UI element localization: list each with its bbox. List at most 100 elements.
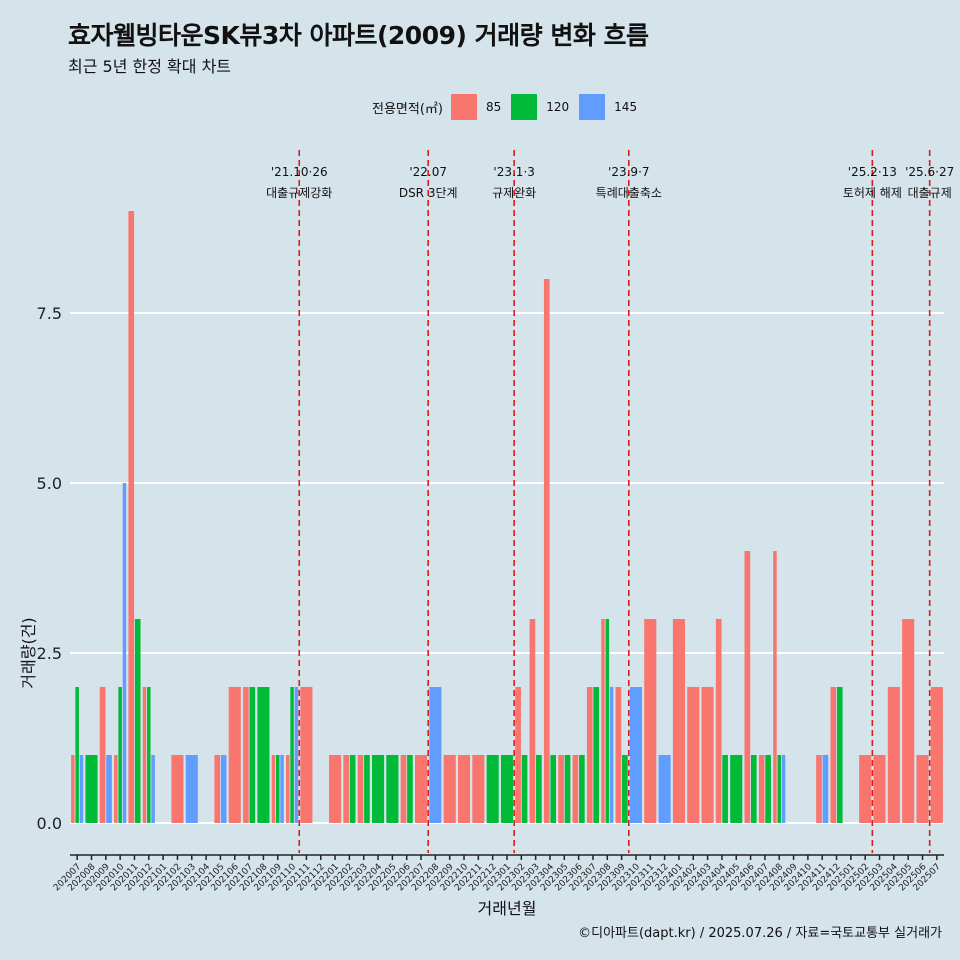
bar-85-202308 bbox=[601, 619, 605, 823]
chart-title: 효자웰빙타운SK뷰3차 아파트(2009) 거래량 변화 흐름 bbox=[68, 21, 649, 50]
bar-120-202110 bbox=[290, 687, 294, 823]
bar-145-202010 bbox=[122, 483, 127, 823]
bar-85-202211 bbox=[472, 755, 485, 823]
legend-item-120: 120 bbox=[511, 94, 569, 120]
bar-85-202305 bbox=[558, 755, 564, 823]
bar-120-202206 bbox=[407, 755, 413, 823]
legend-label-85: 85 bbox=[485, 100, 502, 114]
bar-145-202408 bbox=[781, 755, 786, 823]
bar-85-202401 bbox=[672, 619, 685, 823]
x-axis-title: 거래년월 bbox=[478, 899, 537, 918]
bar-85-202403 bbox=[701, 687, 714, 823]
bar-145-202411 bbox=[822, 755, 829, 823]
bar-120-202302 bbox=[521, 755, 528, 823]
bar-85-202506 bbox=[916, 755, 929, 823]
bar-85-202207 bbox=[414, 755, 428, 823]
bar-85-202210 bbox=[457, 755, 471, 823]
legend-swatch-145 bbox=[579, 94, 606, 120]
bar-120-202412 bbox=[836, 687, 843, 823]
y-axis-title: 거래량(건) bbox=[19, 617, 38, 688]
bar-85-202307 bbox=[586, 687, 593, 823]
bar-120-202404 bbox=[722, 755, 728, 823]
bar-145-202103 bbox=[185, 755, 198, 823]
legend-item-85: 85 bbox=[450, 94, 502, 120]
bar-85-202107 bbox=[243, 687, 249, 823]
event-date: '25.6·27 bbox=[905, 165, 954, 179]
bar-85-202111 bbox=[300, 687, 313, 823]
bar-145-202109 bbox=[280, 755, 284, 823]
bar-120-202304 bbox=[550, 755, 557, 823]
bar-120-202011 bbox=[134, 619, 141, 823]
legend-swatch-120 bbox=[511, 94, 538, 120]
bar-145-202105 bbox=[220, 755, 227, 823]
bar-120-202007 bbox=[75, 687, 79, 823]
bar-85-202201 bbox=[329, 755, 342, 823]
chart-subtitle: 최근 5년 한정 확대 차트 bbox=[68, 57, 232, 76]
bar-85-202507 bbox=[930, 687, 943, 823]
bar-120-202307 bbox=[593, 687, 600, 823]
bar-85-202102 bbox=[171, 755, 184, 823]
event-label: 대출규제강화 bbox=[266, 186, 332, 200]
bar-85-202010 bbox=[114, 755, 118, 823]
bar-85-202412 bbox=[830, 687, 837, 823]
bar-85-202503 bbox=[873, 755, 886, 823]
event-label: 규제완화 bbox=[492, 186, 536, 200]
bar-120-202010 bbox=[118, 687, 122, 823]
bar-85-202105 bbox=[214, 755, 221, 823]
bar-145-202110 bbox=[294, 687, 299, 823]
bar-85-202012 bbox=[142, 687, 147, 823]
event-label: 특례대출축소 bbox=[596, 186, 662, 200]
legend-swatch-85 bbox=[450, 94, 477, 120]
event-date: '23.9·7 bbox=[608, 165, 649, 179]
bar-85-202203 bbox=[357, 755, 364, 823]
bar-85-202109 bbox=[271, 755, 276, 823]
bar-85-202404 bbox=[715, 619, 722, 823]
y-tick-label: 7.5 bbox=[37, 304, 62, 323]
bar-120-202308 bbox=[605, 619, 610, 823]
bar-85-202504 bbox=[887, 687, 900, 823]
bar-120-202405 bbox=[730, 755, 743, 823]
bar-120-202204 bbox=[372, 755, 385, 823]
bar-145-202208 bbox=[429, 687, 442, 823]
event-date: '25.2·13 bbox=[848, 165, 897, 179]
bar-85-202505 bbox=[902, 619, 915, 823]
bar-120-202212 bbox=[486, 755, 499, 823]
bar-120-202205 bbox=[386, 755, 399, 823]
y-tick-label: 2.5 bbox=[37, 644, 62, 663]
bar-85-202110 bbox=[286, 755, 290, 823]
bar-145-202009 bbox=[106, 755, 112, 823]
bar-120-202109 bbox=[276, 755, 280, 823]
bar-120-202309 bbox=[622, 755, 628, 823]
bar-85-202202 bbox=[343, 755, 349, 823]
bar-85-202209 bbox=[443, 755, 456, 823]
legend-title: 전용면적(㎡) bbox=[372, 101, 443, 117]
bar-145-202007 bbox=[79, 755, 84, 823]
bar-120-202008 bbox=[85, 755, 98, 823]
bar-85-202303 bbox=[529, 619, 536, 823]
bar-85-202406 bbox=[744, 551, 751, 823]
bar-120-202301 bbox=[500, 755, 514, 823]
event-date: '21.10·26 bbox=[271, 165, 328, 179]
bar-145-202308 bbox=[609, 687, 614, 823]
bar-120-202107 bbox=[249, 687, 256, 823]
bar-85-202407 bbox=[758, 755, 765, 823]
bar-120-202012 bbox=[147, 687, 151, 823]
bar-145-202012 bbox=[151, 755, 155, 823]
bar-120-202303 bbox=[536, 755, 542, 823]
bar-120-202202 bbox=[349, 755, 356, 823]
bar-85-202408 bbox=[773, 551, 777, 823]
bar-145-202310 bbox=[629, 687, 642, 823]
bar-120-202305 bbox=[564, 755, 571, 823]
event-label: 대출규제 bbox=[908, 186, 952, 200]
y-tick-label: 0.0 bbox=[37, 814, 62, 833]
event-date: '23.1·3 bbox=[493, 165, 534, 179]
bar-145-202312 bbox=[658, 755, 671, 823]
event-label: 토허제 해제 bbox=[843, 186, 902, 200]
y-tick-label: 5.0 bbox=[37, 474, 62, 493]
bar-85-202411 bbox=[816, 755, 822, 823]
bar-120-202407 bbox=[765, 755, 771, 823]
bar-85-202009 bbox=[99, 687, 106, 823]
bar-85-202309 bbox=[615, 687, 622, 823]
legend-label-145: 145 bbox=[614, 100, 638, 114]
